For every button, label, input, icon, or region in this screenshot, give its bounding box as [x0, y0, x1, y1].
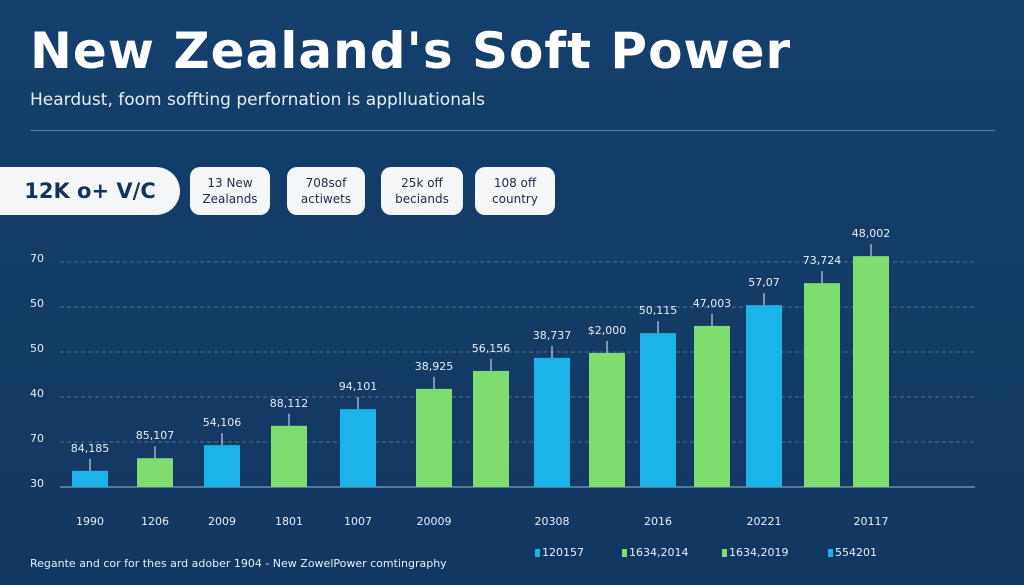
y-tick-label: 50	[30, 342, 44, 355]
bar	[589, 352, 625, 487]
bar	[473, 370, 509, 487]
bar	[804, 283, 840, 487]
bar	[746, 305, 782, 487]
x-tick-label: 1801	[275, 515, 303, 528]
data-annotation: 47,003	[693, 297, 732, 310]
data-annotation: $2,000	[588, 324, 627, 337]
stat-card: 12K o+ V/C	[0, 167, 180, 215]
x-tick-label: 1007	[344, 515, 372, 528]
data-annotation: 38,737	[533, 329, 572, 342]
legend-label: 120157	[542, 546, 584, 559]
x-tick-label: 20117	[854, 515, 889, 528]
data-annotation: 85,107	[136, 429, 175, 442]
legend-label: 1634,2019	[729, 546, 789, 559]
data-annotation: 88,112	[270, 397, 309, 410]
data-annotation: 73,724	[803, 254, 842, 267]
subtitle: Heardust, foom soffting perfornation is …	[30, 90, 485, 110]
y-tick-label: 30	[30, 477, 44, 490]
card-text: beciands	[395, 192, 449, 206]
bar	[271, 425, 307, 487]
stat-card: 708sof actiwets	[287, 167, 365, 215]
bar	[340, 409, 376, 487]
bar	[416, 388, 452, 487]
x-tick-label: 1990	[76, 515, 104, 528]
x-tick-label: 2016	[644, 515, 672, 528]
legend-swatch	[535, 549, 540, 557]
data-annotation: 50,115	[639, 304, 678, 317]
y-tick-label: 50	[30, 297, 44, 310]
x-tick-label: 20221	[747, 515, 782, 528]
data-annotation: 57,07	[748, 276, 780, 289]
bar	[534, 357, 570, 487]
data-annotation: 54,106	[203, 416, 242, 429]
x-tick-label: 20308	[535, 515, 570, 528]
data-annotation: 38,925	[415, 360, 454, 373]
y-tick-label: 70	[30, 252, 44, 265]
data-annotation: 84,185	[71, 442, 110, 455]
legend-swatch	[828, 549, 833, 557]
card-text: 708sof	[305, 176, 347, 190]
legend-label: 554201	[835, 546, 877, 559]
stat-card: 108 off country	[475, 167, 555, 215]
x-tick-label: 2009	[208, 515, 236, 528]
legend-swatch	[622, 549, 627, 557]
card-text: 25k off	[401, 176, 443, 190]
card-text: 13 New	[207, 176, 253, 190]
bar	[853, 256, 889, 487]
bar	[640, 333, 676, 487]
card-text: 108 off	[493, 176, 537, 190]
legend-swatch	[722, 549, 727, 557]
card-text: Zealands	[202, 192, 258, 206]
bar	[72, 470, 108, 487]
card-text: country	[492, 192, 538, 206]
separator	[30, 130, 995, 131]
card-text: actiwets	[300, 192, 352, 206]
stat-card: 13 New Zealands	[190, 167, 270, 215]
legend-label: 1634,2014	[629, 546, 689, 559]
y-tick-label: 40	[30, 387, 44, 400]
data-annotation: 48,002	[852, 227, 891, 240]
bar	[137, 458, 173, 487]
bar	[694, 325, 730, 487]
card-text: 12K o+ V/C	[24, 179, 156, 203]
data-annotation: 94,101	[339, 380, 378, 393]
y-tick-label: 70	[30, 432, 44, 445]
x-tick-label: 20009	[417, 515, 452, 528]
bar	[204, 445, 240, 487]
footer: Regante and cor for thes ard adober 1904…	[30, 557, 447, 570]
title: New Zealand's Soft Power	[30, 22, 792, 80]
x-tick-label: 1206	[141, 515, 169, 528]
data-annotation: 56,156	[472, 342, 511, 355]
stat-card: 25k off beciands	[381, 167, 463, 215]
